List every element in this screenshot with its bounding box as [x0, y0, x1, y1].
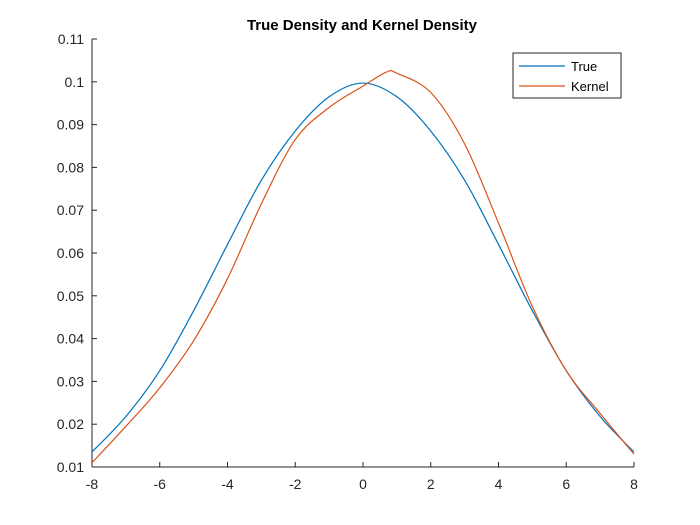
series-line-kernel: [91, 69, 635, 464]
plot-background: [92, 39, 634, 467]
y-tick-label: 0.01: [57, 459, 84, 475]
legend-label-kernel: Kernel: [571, 79, 609, 94]
x-tick-label: -8: [86, 476, 99, 492]
legend-box: [512, 52, 622, 99]
x-tick-label: -2: [289, 476, 302, 492]
y-tick-label: 0.03: [57, 373, 84, 389]
x-tick-label: 8: [630, 476, 638, 492]
chart-title: True Density and Kernel Density: [247, 17, 478, 34]
x-tick-label: 0: [359, 476, 367, 492]
legend-label-true: True: [571, 59, 597, 74]
x-tick-label: 6: [562, 476, 570, 492]
x-tick-label: -4: [221, 476, 234, 492]
series-line-true: [91, 82, 635, 453]
y-tick-label: 0.04: [57, 331, 84, 347]
y-tick-label: 0.09: [57, 117, 84, 133]
y-tick-label: 0.11: [58, 31, 84, 47]
y-tick-label: 0.02: [57, 416, 84, 432]
y-tick-label: 0.08: [57, 159, 84, 175]
legend: True Kernel: [512, 52, 622, 99]
y-tick-label: 0.1: [65, 74, 85, 90]
plot-area: [92, 39, 634, 467]
x-axis: -8 -6 -4 -2 0 2 4 6 8: [86, 462, 638, 492]
y-tick-label: 0.06: [57, 245, 84, 261]
series-group: [91, 69, 635, 464]
x-tick-label: -6: [154, 476, 167, 492]
y-tick-label: 0.05: [57, 288, 84, 304]
y-axis: 0.01 0.02 0.03 0.04 0.05 0.06 0.07 0.08 0.09 0.1 0…: [57, 31, 97, 475]
y-tick-label: 0.07: [57, 202, 84, 218]
x-tick-label: 2: [427, 476, 435, 492]
x-tick-label: 4: [495, 476, 503, 492]
